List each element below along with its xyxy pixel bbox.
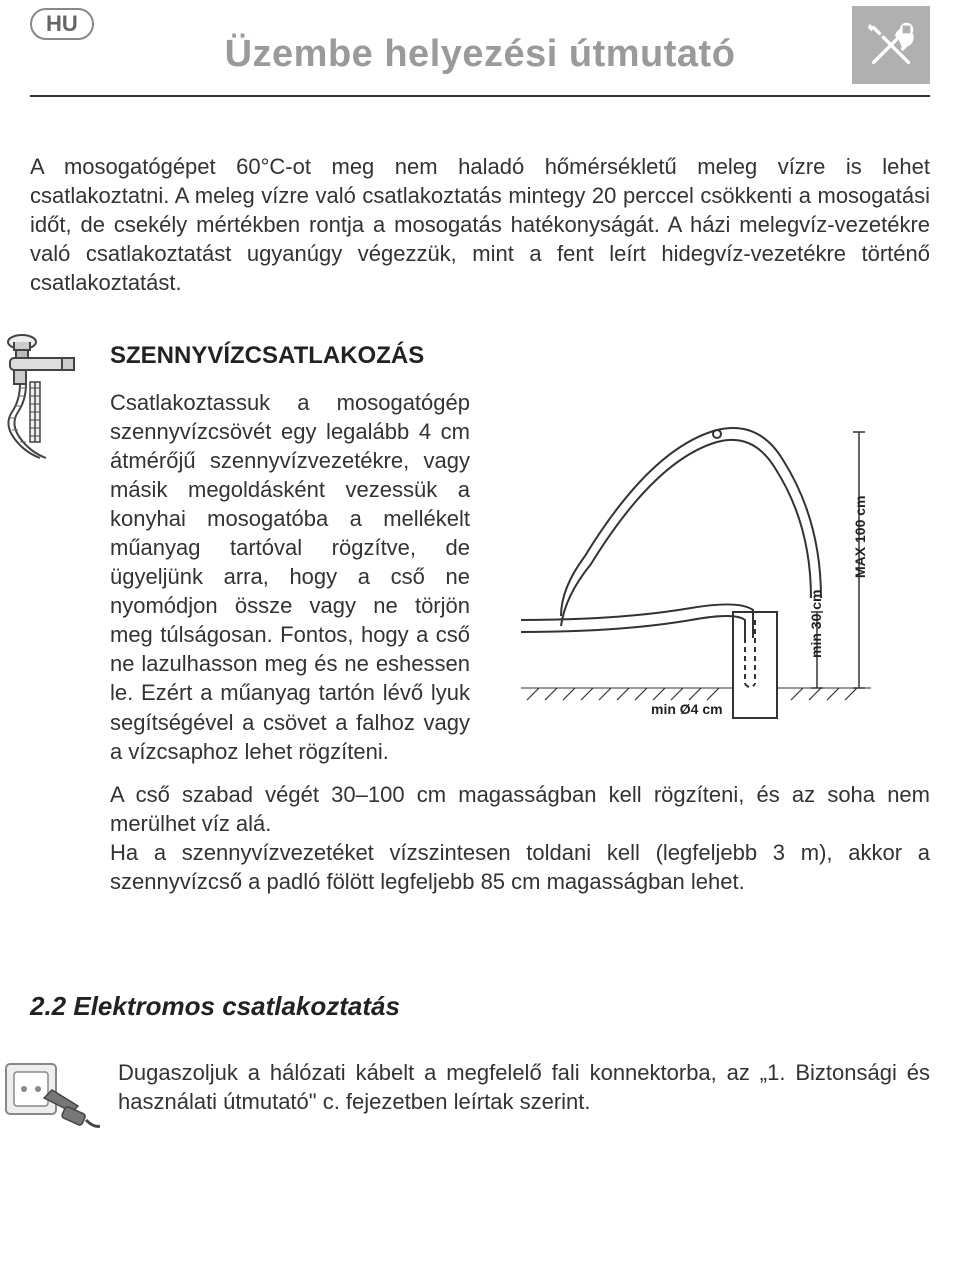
diagram-max-height-label: MAX 100 cm: [852, 496, 868, 578]
intro-paragraph: A mosogatógépet 60°C-ot meg nem haladó h…: [30, 152, 930, 297]
language-badge: HU: [30, 8, 94, 40]
page-title: Üzembe helyezési útmutató: [30, 19, 930, 76]
divider: [30, 95, 930, 97]
subsection-heading: 2.2 Elektromos csatlakoztatás: [30, 991, 930, 1022]
subsection-text: Dugaszoljuk a hálózati kábelt a megfelel…: [118, 1058, 930, 1116]
section-text: Csatlakoztassuk a mosogatógép szennyvízc…: [110, 388, 470, 765]
wrench-screwdriver-icon: [852, 6, 930, 84]
drain-diagram: min Ø4 cm min 30 cm: [492, 388, 930, 728]
section-after-1: A cső szabad végét 30–100 cm magasságban…: [110, 780, 930, 838]
section-title: SZENNYVÍZCSATLAKOZÁS: [110, 342, 930, 370]
section-after-2: Ha a szennyvízvezetéket vízszintesen tol…: [110, 838, 930, 896]
faucet-hose-icon: [0, 330, 90, 896]
plug-socket-icon: [0, 1058, 100, 1143]
diagram-min-diameter-label: min Ø4 cm: [651, 701, 723, 717]
diagram-min-height-label: min 30 cm: [808, 590, 824, 658]
